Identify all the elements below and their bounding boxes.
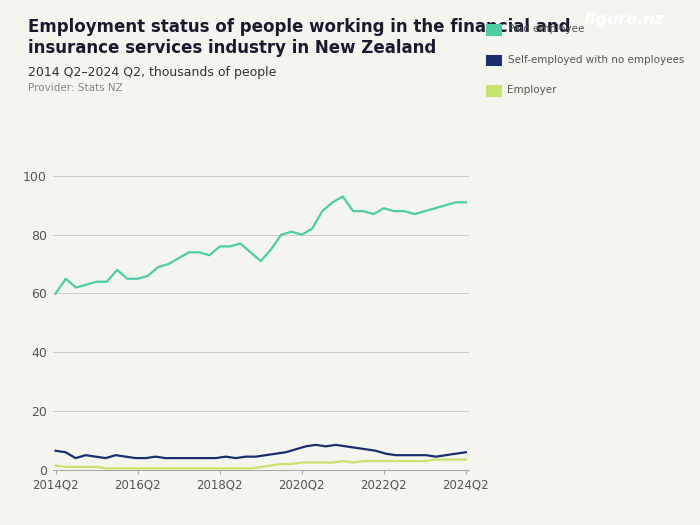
Text: Paid employee: Paid employee: [508, 24, 584, 35]
Text: 2014 Q2–2024 Q2, thousands of people: 2014 Q2–2024 Q2, thousands of people: [28, 66, 276, 79]
Text: Employment status of people working in the financial and: Employment status of people working in t…: [28, 18, 570, 36]
Text: figure.nz: figure.nz: [583, 12, 664, 27]
Text: insurance services industry in New Zealand: insurance services industry in New Zeala…: [28, 39, 436, 57]
Text: Provider: Stats NZ: Provider: Stats NZ: [28, 83, 122, 93]
Text: Employer: Employer: [508, 85, 557, 96]
Text: Self-employed with no employees: Self-employed with no employees: [508, 55, 684, 65]
